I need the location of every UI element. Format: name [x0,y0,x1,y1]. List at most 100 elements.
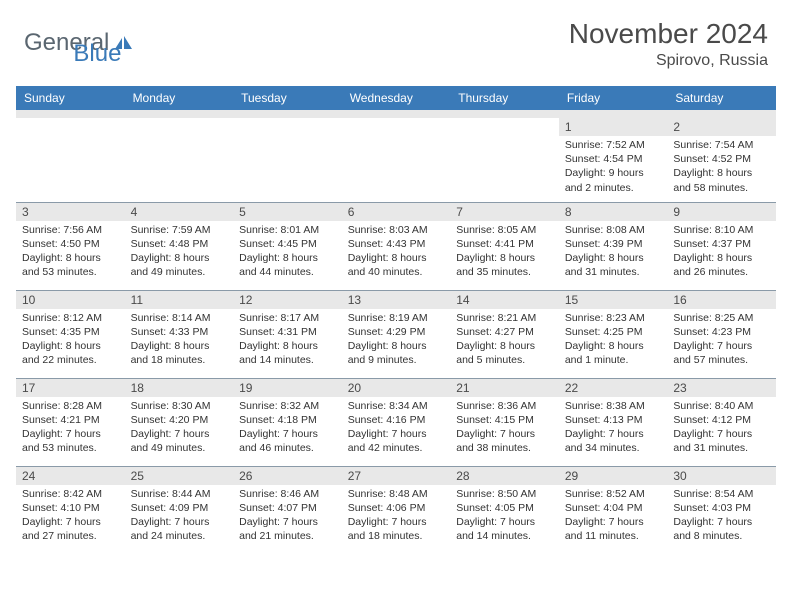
day-number: 10 [16,291,125,309]
day-info: Sunrise: 8:08 AMSunset: 4:39 PMDaylight:… [559,221,668,284]
day-info: Sunrise: 8:17 AMSunset: 4:31 PMDaylight:… [233,309,342,372]
calendar-cell: 13Sunrise: 8:19 AMSunset: 4:29 PMDayligh… [342,290,451,378]
calendar-cell: 6Sunrise: 8:03 AMSunset: 4:43 PMDaylight… [342,202,451,290]
day-number: 16 [667,291,776,309]
calendar-cell: 7Sunrise: 8:05 AMSunset: 4:41 PMDaylight… [450,202,559,290]
location: Spirovo, Russia [569,52,768,70]
day-number: 9 [667,203,776,221]
day-info: Sunrise: 8:03 AMSunset: 4:43 PMDaylight:… [342,221,451,284]
day-number: 29 [559,467,668,485]
day-info: Sunrise: 8:21 AMSunset: 4:27 PMDaylight:… [450,309,559,372]
calendar-cell: 12Sunrise: 8:17 AMSunset: 4:31 PMDayligh… [233,290,342,378]
calendar-cell: 21Sunrise: 8:36 AMSunset: 4:15 PMDayligh… [450,378,559,466]
logo-text-blue: Blue [73,40,121,68]
day-number: 26 [233,467,342,485]
calendar-cell: 9Sunrise: 8:10 AMSunset: 4:37 PMDaylight… [667,202,776,290]
calendar-cell: 26Sunrise: 8:46 AMSunset: 4:07 PMDayligh… [233,466,342,554]
day-number: 6 [342,203,451,221]
calendar-cell: 15Sunrise: 8:23 AMSunset: 4:25 PMDayligh… [559,290,668,378]
calendar-cell: 20Sunrise: 8:34 AMSunset: 4:16 PMDayligh… [342,378,451,466]
calendar-cell: 11Sunrise: 8:14 AMSunset: 4:33 PMDayligh… [125,290,234,378]
day-info: Sunrise: 8:28 AMSunset: 4:21 PMDaylight:… [16,397,125,460]
day-info: Sunrise: 7:56 AMSunset: 4:50 PMDaylight:… [16,221,125,284]
day-info: Sunrise: 8:38 AMSunset: 4:13 PMDaylight:… [559,397,668,460]
day-number: 17 [16,379,125,397]
day-info: Sunrise: 8:25 AMSunset: 4:23 PMDaylight:… [667,309,776,372]
calendar-cell: 18Sunrise: 8:30 AMSunset: 4:20 PMDayligh… [125,378,234,466]
day-info: Sunrise: 8:42 AMSunset: 4:10 PMDaylight:… [16,485,125,548]
calendar-cell: 4Sunrise: 7:59 AMSunset: 4:48 PMDaylight… [125,202,234,290]
day-number: 21 [450,379,559,397]
day-number: 20 [342,379,451,397]
header: General Blue November 2024 Spirovo, Russ… [0,0,792,78]
calendar-cell: 25Sunrise: 8:44 AMSunset: 4:09 PMDayligh… [125,466,234,554]
day-header: Thursday [450,86,559,114]
day-info: Sunrise: 8:54 AMSunset: 4:03 PMDaylight:… [667,485,776,548]
calendar-cell [16,114,125,202]
day-number: 8 [559,203,668,221]
calendar-cell: 19Sunrise: 8:32 AMSunset: 4:18 PMDayligh… [233,378,342,466]
day-number: 11 [125,291,234,309]
day-number: 12 [233,291,342,309]
calendar-cell: 8Sunrise: 8:08 AMSunset: 4:39 PMDaylight… [559,202,668,290]
calendar-row: 1Sunrise: 7:52 AMSunset: 4:54 PMDaylight… [16,114,776,202]
calendar-cell: 30Sunrise: 8:54 AMSunset: 4:03 PMDayligh… [667,466,776,554]
day-number: 13 [342,291,451,309]
day-number: 23 [667,379,776,397]
calendar-cell: 29Sunrise: 8:52 AMSunset: 4:04 PMDayligh… [559,466,668,554]
calendar-table: SundayMondayTuesdayWednesdayThursdayFrid… [16,86,776,554]
day-number: 28 [450,467,559,485]
day-info: Sunrise: 8:12 AMSunset: 4:35 PMDaylight:… [16,309,125,372]
day-number: 3 [16,203,125,221]
day-info: Sunrise: 8:05 AMSunset: 4:41 PMDaylight:… [450,221,559,284]
day-header-row: SundayMondayTuesdayWednesdayThursdayFrid… [16,86,776,114]
calendar-row: 3Sunrise: 7:56 AMSunset: 4:50 PMDaylight… [16,202,776,290]
day-number: 1 [559,118,668,136]
day-number: 30 [667,467,776,485]
calendar-cell: 16Sunrise: 8:25 AMSunset: 4:23 PMDayligh… [667,290,776,378]
day-info: Sunrise: 8:30 AMSunset: 4:20 PMDaylight:… [125,397,234,460]
day-info: Sunrise: 8:48 AMSunset: 4:06 PMDaylight:… [342,485,451,548]
day-info: Sunrise: 8:36 AMSunset: 4:15 PMDaylight:… [450,397,559,460]
calendar-cell: 3Sunrise: 7:56 AMSunset: 4:50 PMDaylight… [16,202,125,290]
day-header: Friday [559,86,668,114]
day-info: Sunrise: 8:23 AMSunset: 4:25 PMDaylight:… [559,309,668,372]
calendar-cell: 22Sunrise: 8:38 AMSunset: 4:13 PMDayligh… [559,378,668,466]
day-info: Sunrise: 8:19 AMSunset: 4:29 PMDaylight:… [342,309,451,372]
day-number: 14 [450,291,559,309]
calendar-row: 24Sunrise: 8:42 AMSunset: 4:10 PMDayligh… [16,466,776,554]
calendar-cell [125,114,234,202]
calendar-cell: 23Sunrise: 8:40 AMSunset: 4:12 PMDayligh… [667,378,776,466]
day-info: Sunrise: 7:52 AMSunset: 4:54 PMDaylight:… [559,136,668,199]
day-info: Sunrise: 8:14 AMSunset: 4:33 PMDaylight:… [125,309,234,372]
calendar-cell [233,114,342,202]
calendar-cell: 1Sunrise: 7:52 AMSunset: 4:54 PMDaylight… [559,114,668,202]
day-number: 22 [559,379,668,397]
day-info: Sunrise: 7:59 AMSunset: 4:48 PMDaylight:… [125,221,234,284]
day-number: 7 [450,203,559,221]
day-info: Sunrise: 8:10 AMSunset: 4:37 PMDaylight:… [667,221,776,284]
month-title: November 2024 [569,18,768,50]
day-info: Sunrise: 8:44 AMSunset: 4:09 PMDaylight:… [125,485,234,548]
day-header: Monday [125,86,234,114]
calendar-cell: 2Sunrise: 7:54 AMSunset: 4:52 PMDaylight… [667,114,776,202]
day-number: 18 [125,379,234,397]
day-header: Saturday [667,86,776,114]
day-number: 24 [16,467,125,485]
day-number: 5 [233,203,342,221]
day-header: Tuesday [233,86,342,114]
calendar-row: 17Sunrise: 8:28 AMSunset: 4:21 PMDayligh… [16,378,776,466]
day-info: Sunrise: 8:40 AMSunset: 4:12 PMDaylight:… [667,397,776,460]
day-number: 25 [125,467,234,485]
day-number: 19 [233,379,342,397]
day-number: 27 [342,467,451,485]
calendar-cell: 14Sunrise: 8:21 AMSunset: 4:27 PMDayligh… [450,290,559,378]
day-number: 15 [559,291,668,309]
day-info: Sunrise: 8:32 AMSunset: 4:18 PMDaylight:… [233,397,342,460]
day-header: Sunday [16,86,125,114]
day-header: Wednesday [342,86,451,114]
calendar-cell: 28Sunrise: 8:50 AMSunset: 4:05 PMDayligh… [450,466,559,554]
calendar-cell: 24Sunrise: 8:42 AMSunset: 4:10 PMDayligh… [16,466,125,554]
calendar-cell: 10Sunrise: 8:12 AMSunset: 4:35 PMDayligh… [16,290,125,378]
calendar-cell: 27Sunrise: 8:48 AMSunset: 4:06 PMDayligh… [342,466,451,554]
